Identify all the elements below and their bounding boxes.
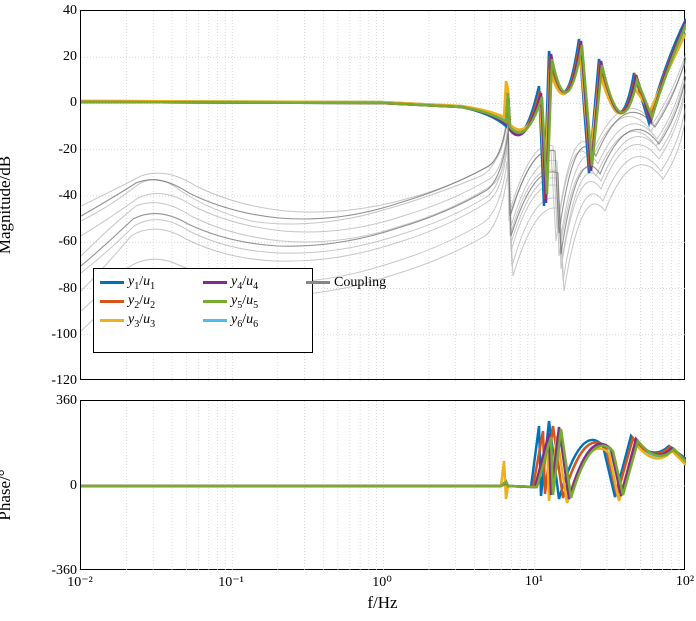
ytick: -100 (27, 327, 77, 343)
ytick: 0 (27, 478, 77, 494)
legend-label: y3/u3 (128, 312, 155, 330)
ytick: -120 (27, 373, 77, 389)
legend-item: y1/u1 (100, 273, 203, 292)
legend-label: y4/u4 (231, 274, 258, 292)
legend-label: y1/u1 (128, 274, 155, 292)
xtick: 10⁻¹ (211, 574, 251, 591)
legend-label: y2/u2 (128, 293, 155, 311)
xtick: 10⁰ (362, 574, 402, 591)
ytick: 20 (27, 49, 77, 65)
legend-label: Coupling (334, 275, 386, 291)
xtick: 10² (665, 574, 696, 590)
legend-label: y6/u6 (231, 312, 258, 330)
ytick: -80 (27, 281, 77, 297)
xlabel: f/Hz (80, 593, 685, 613)
legend-item: y4/u4 (203, 273, 306, 292)
phase-ylabel: Phase/° (0, 445, 15, 545)
phase-canvas (81, 401, 686, 571)
legend-item: Coupling (306, 273, 409, 292)
ytick: 40 (27, 3, 77, 19)
legend-item: y6/u6 (203, 311, 306, 330)
legend-label: y5/u5 (231, 293, 258, 311)
phase-plot (80, 400, 685, 570)
legend-item: y5/u5 (203, 292, 306, 311)
ytick: -60 (27, 234, 77, 250)
ytick: -40 (27, 188, 77, 204)
legend-item: y3/u3 (100, 311, 203, 330)
xtick: 10¹ (514, 574, 554, 590)
ytick: 360 (27, 393, 77, 409)
bode-plot-figure: Magnitude/dB Phase/° f/Hz -120 -100 -80 … (0, 0, 696, 621)
magnitude-ylabel: Magnitude/dB (0, 130, 15, 280)
ytick: 0 (27, 95, 77, 111)
xtick: 10⁻² (60, 574, 100, 591)
ytick: -20 (27, 142, 77, 158)
legend: y1/u1 y2/u2 y3/u3 y4/u4 y5/u5 y6/u6 Coup… (93, 268, 313, 353)
legend-item: y2/u2 (100, 292, 203, 311)
